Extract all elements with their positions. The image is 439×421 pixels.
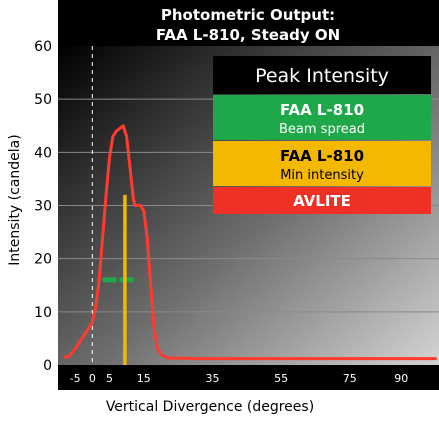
chart-title-line2: FAA L-810, Steady ON <box>156 26 340 44</box>
x-axis-label: Vertical Divergence (degrees) <box>106 399 314 415</box>
chart-title-line1: Photometric Output: <box>161 6 335 24</box>
x-axis-band <box>58 365 439 390</box>
x-tick-label: 5 <box>106 372 113 385</box>
legend-item-line1: FAA L-810 <box>280 101 364 119</box>
x-tick-labels: -5 0 5 15 35 55 75 90 <box>70 372 409 385</box>
y-tick-label: 0 <box>43 358 52 374</box>
y-tick-label: 60 <box>34 39 52 55</box>
x-tick-label: 90 <box>394 372 408 385</box>
y-tick-labels: 0 10 20 30 40 50 60 <box>34 39 52 374</box>
series-layer <box>63 124 438 361</box>
legend: Peak Intensity FAA L-810 Beam spread FAA L-… <box>213 56 431 214</box>
y-tick-label: 40 <box>34 145 52 161</box>
legend-item-box <box>213 141 431 186</box>
x-axis-band-rect <box>58 365 439 390</box>
legend-title-box <box>213 56 431 94</box>
series-line-avlite <box>63 124 438 361</box>
reference-marks <box>102 194 137 365</box>
x-tick-label: 0 <box>89 372 96 385</box>
x-tick-label: 15 <box>137 372 151 385</box>
legend-item-box <box>213 187 431 214</box>
legend-item-line1: FAA L-810 <box>280 147 364 165</box>
legend-item-line2: Min intensity <box>280 168 364 183</box>
y-tick-label: 50 <box>34 92 52 108</box>
x-tick-label: -5 <box>70 372 81 385</box>
x-tick-label: 55 <box>274 372 288 385</box>
x-tick-label: 35 <box>205 372 219 385</box>
legend-item-box <box>213 95 431 140</box>
legend-title: Peak Intensity <box>255 65 389 87</box>
y-tick-label: 30 <box>34 199 52 215</box>
legend-item-line2: Beam spread <box>279 122 365 137</box>
legend-item-label: AVLITE <box>293 192 351 210</box>
y-tick-label: 10 <box>34 305 52 321</box>
x-tick-label: 75 <box>343 372 357 385</box>
y-tick-label: 20 <box>34 252 52 268</box>
y-axis-label: Intensity (candela) <box>7 134 23 265</box>
title-band <box>58 0 439 46</box>
